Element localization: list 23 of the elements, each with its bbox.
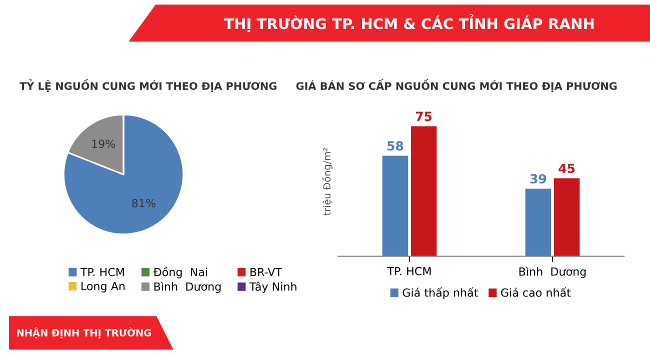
text: NHẬN ĐỊNH THỊ TRƯỜNG bbox=[17, 327, 151, 338]
pie-slice bbox=[63, 114, 184, 235]
data-label: 39 bbox=[530, 174, 546, 184]
bar bbox=[410, 126, 437, 256]
legend-label: Tây Ninh bbox=[249, 282, 296, 293]
legend-label: Bình Dương bbox=[154, 282, 221, 293]
data-label: 58 bbox=[387, 141, 404, 151]
data-label: 45 bbox=[558, 164, 575, 174]
legend-label: Giá cao nhất bbox=[501, 287, 571, 297]
legend-label: Long An bbox=[82, 282, 125, 292]
chart-title: GIÁ BÁN SƠ CẤP NGUỒN CUNG MỚI THEO ĐỊA PHƯƠNG bbox=[296, 78, 617, 92]
y-axis-title: triệu Đồng/m² bbox=[322, 148, 332, 216]
bar bbox=[382, 156, 408, 256]
legend-label: Đồng Nai bbox=[153, 266, 208, 278]
legend-label: Giá thấp nhất bbox=[402, 287, 478, 299]
bar bbox=[525, 188, 552, 256]
data-label: 19% bbox=[92, 140, 116, 148]
legend-label: BR-VT bbox=[250, 268, 282, 276]
text: THỊ TRƯỜNG TP. HCM & CÁC TỈNH GIÁP RANH bbox=[224, 14, 594, 32]
bar bbox=[554, 178, 580, 256]
data-label: 81% bbox=[132, 198, 156, 208]
chart-title: TỶ LỆ NGUỒN CUNG MỚI THEO ĐỊA PHƯƠNG bbox=[20, 78, 276, 92]
data-label: 75 bbox=[416, 112, 432, 122]
